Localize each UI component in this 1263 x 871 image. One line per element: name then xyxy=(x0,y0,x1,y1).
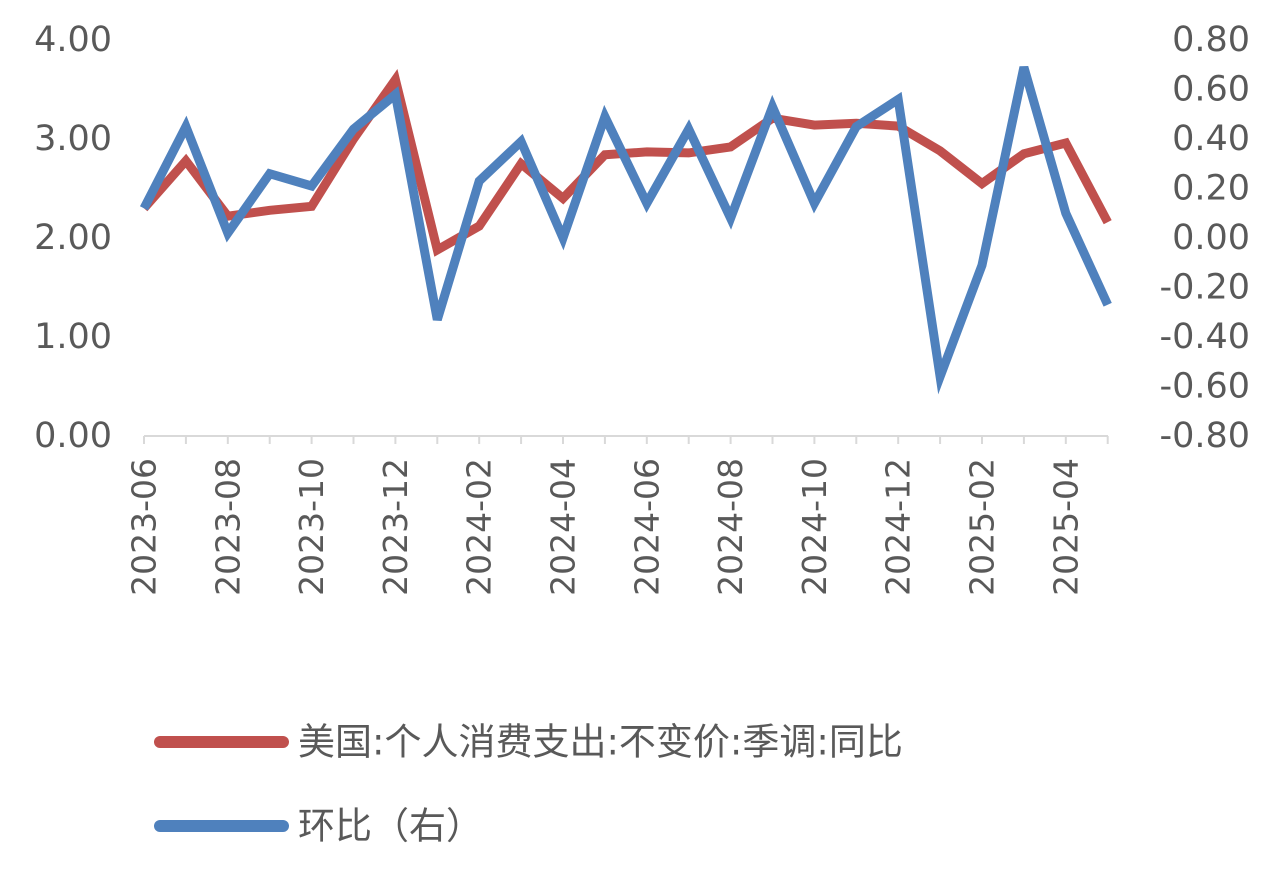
x-tick-label: 2024-12 xyxy=(879,458,918,596)
x-tick-label: 2023-08 xyxy=(208,458,247,596)
y-right-tick-label: -0.60 xyxy=(1159,367,1250,407)
x-tick-label: 2024-06 xyxy=(627,458,666,596)
x-tick-label: 2024-04 xyxy=(544,458,583,596)
y-right-tick-label: 0.60 xyxy=(1172,70,1250,110)
series-line-2 xyxy=(139,65,1112,395)
y-left-tick-label: 3.00 xyxy=(34,119,112,159)
y-right-tick-label: 0.20 xyxy=(1172,169,1250,209)
y-right-tick-label: -0.20 xyxy=(1159,268,1250,308)
x-tick-label: 2025-02 xyxy=(963,458,1002,596)
y-right-tick-label: -0.80 xyxy=(1159,416,1250,456)
x-tick-label: 2025-04 xyxy=(1046,458,1085,596)
plot-area: 2023-06 2023-08 2023-10 2023-12 2024-02 2024-… xyxy=(34,20,1250,596)
x-tick-label: 2024-08 xyxy=(711,458,750,596)
legend-label-2: 环比（右） xyxy=(298,805,483,848)
x-tick-label: 2023-06 xyxy=(125,458,164,596)
y-right-tick-label: -0.40 xyxy=(1159,317,1250,357)
legend-label-1: 美国:个人消费支出:不变价:季调:同比 xyxy=(298,721,903,764)
x-tick-label: 2024-02 xyxy=(460,458,499,596)
y-left-tick-label: 1.00 xyxy=(34,317,112,357)
y-right-tick-label: 0.40 xyxy=(1172,119,1250,159)
x-tick-label: 2024-10 xyxy=(795,458,834,596)
y-left-tick-label: 2.00 xyxy=(34,218,112,258)
y-left-tick-label: 4.00 xyxy=(34,20,112,60)
y-right-tick-label: 0.00 xyxy=(1172,218,1250,258)
y-right-tick-label: 0.80 xyxy=(1172,20,1250,60)
x-tick-label: 2023-12 xyxy=(376,458,415,596)
y-left-tick-label: 0.00 xyxy=(34,416,112,456)
x-tick-label: 2023-10 xyxy=(292,458,331,596)
